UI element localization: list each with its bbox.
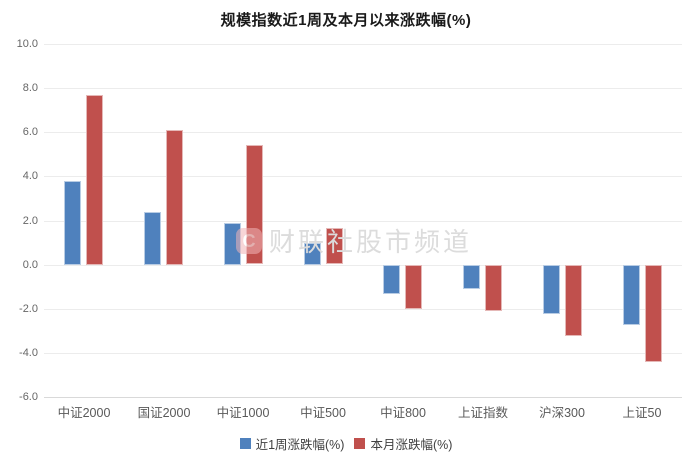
gridline: [44, 44, 682, 45]
x-axis-category-label: 中证1000: [216, 406, 270, 420]
x-axis-category-label: 上证50: [622, 406, 662, 420]
bar-month-国证2000: [166, 130, 183, 265]
y-axis-tick-label: 0.0: [22, 259, 38, 271]
bar-month-上证50: [645, 265, 662, 362]
bar-week-中证2000: [64, 181, 81, 265]
legend-swatch-month-icon: [354, 438, 366, 449]
watermark: C 财联社股市频道: [236, 222, 472, 259]
gridline: [44, 265, 682, 266]
legend-label-week: 近1周涨跌幅(%): [255, 438, 345, 452]
x-axis-category-label: 中证500: [300, 406, 346, 420]
x-axis-category-label: 国证2000: [137, 406, 191, 420]
bar-week-国证2000: [144, 212, 161, 265]
bar-week-中证1000: [224, 223, 241, 265]
y-axis-tick-label: 10.0: [16, 38, 38, 50]
x-axis-category-label: 中证2000: [57, 406, 111, 420]
gridline: [44, 88, 682, 89]
watermark-text: 财联社股市频道: [269, 227, 473, 257]
y-axis-tick-label: 6.0: [22, 126, 38, 138]
gridline: [44, 221, 682, 222]
bar-week-中证500: [304, 243, 321, 265]
bar-week-中证800: [383, 265, 400, 294]
bar-week-上证指数: [463, 265, 480, 289]
y-axis-tick-label: -6.0: [19, 391, 38, 403]
legend-item-week: 近1周涨跌幅(%): [239, 434, 345, 453]
bar-month-中证500: [326, 228, 343, 264]
gridline: [44, 176, 682, 177]
x-axis-category-label: 沪深300: [539, 406, 585, 420]
bar-month-中证2000: [86, 95, 103, 265]
legend: 近1周涨跌幅(%) 本月涨跌幅(%): [0, 434, 692, 453]
legend-label-month: 本月涨跌幅(%): [370, 438, 453, 452]
bar-month-中证800: [405, 265, 422, 309]
y-axis-tick-label: 2.0: [22, 215, 38, 227]
gridline: [44, 309, 682, 310]
bar-month-上证指数: [485, 265, 502, 311]
x-axis-category-label: 上证指数: [457, 406, 508, 420]
x-axis-line: [44, 397, 682, 398]
gridline: [44, 353, 682, 354]
y-axis-tick-label: 8.0: [22, 82, 38, 94]
chart-title: 规模指数近1周及本月以来涨跌幅(%): [220, 12, 472, 29]
y-axis-tick-label: -2.0: [19, 303, 38, 315]
y-axis-tick-label: 4.0: [22, 170, 38, 182]
gridline: [44, 132, 682, 133]
legend-item-month: 本月涨跌幅(%): [354, 434, 452, 453]
bar-month-中证1000: [246, 145, 263, 264]
bar-week-上证50: [623, 265, 640, 325]
bar-week-沪深300: [543, 265, 560, 314]
bar-month-沪深300: [565, 265, 582, 336]
x-axis-category-label: 中证800: [380, 406, 426, 420]
legend-swatch-week-icon: [239, 438, 251, 449]
y-axis-tick-label: -4.0: [19, 347, 38, 359]
